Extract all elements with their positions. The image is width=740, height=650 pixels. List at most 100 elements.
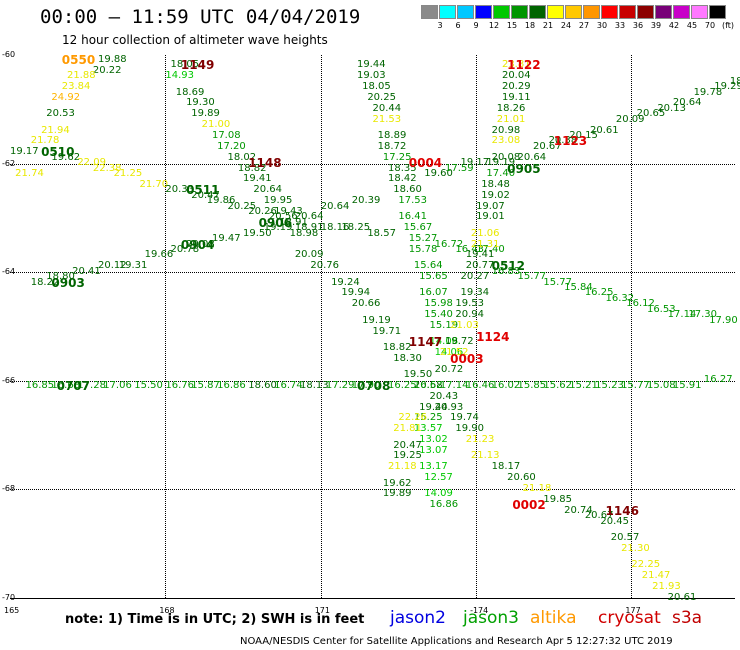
pass-time-label: 0004 bbox=[408, 156, 443, 171]
wave-height-value: 18.16 bbox=[320, 222, 350, 234]
wave-height-value: 15.78 bbox=[408, 244, 438, 256]
color-scale-swatch bbox=[493, 5, 510, 19]
color-scale-label: 33 bbox=[614, 21, 626, 30]
wave-height-value: 20.43 bbox=[429, 390, 459, 402]
wave-height-value: 19.34 bbox=[460, 287, 490, 299]
wave-height-value: 12.57 bbox=[424, 472, 453, 484]
wave-height-value: 16.68 bbox=[51, 379, 81, 391]
wave-height-value: 15.27 bbox=[408, 233, 438, 245]
wave-height-value: 20.67 bbox=[533, 140, 562, 152]
wave-height-value: 20.27 bbox=[460, 271, 490, 283]
wave-height-value: 18.89 bbox=[377, 130, 407, 142]
wave-height-value: 20.08 bbox=[186, 238, 215, 250]
wave-height-value: 19.95 bbox=[263, 195, 293, 207]
wave-height-value: 20.39 bbox=[351, 195, 381, 207]
wave-height-value: 19.01 bbox=[476, 211, 505, 223]
wave-height-value: 20.65 bbox=[636, 108, 666, 120]
wave-height-value: 20.53 bbox=[46, 108, 75, 120]
wave-height-value: 23.81 bbox=[501, 59, 531, 71]
wave-height-value: 21.00 bbox=[201, 119, 231, 131]
wave-height-value: 20.22 bbox=[92, 64, 122, 76]
color-scale-swatch bbox=[529, 5, 546, 19]
color-scale-label: 30 bbox=[596, 21, 608, 30]
color-scale-swatch bbox=[709, 5, 726, 19]
wave-height-value: 18.30 bbox=[393, 352, 422, 364]
wave-height-value: 19.85 bbox=[543, 493, 573, 505]
wave-height-value: 15.62 bbox=[543, 379, 573, 391]
wave-height-value: 14.06 bbox=[434, 347, 464, 359]
wave-height-value: 20.66 bbox=[351, 298, 381, 310]
wave-height-value: 20.61 bbox=[667, 591, 697, 603]
color-scale-label: 36 bbox=[632, 21, 644, 30]
wave-height-value: 20.25 bbox=[227, 200, 257, 212]
color-scale-label: 9 bbox=[473, 21, 479, 30]
wave-height-value: 20.56 bbox=[268, 211, 298, 223]
wave-height-value: 21.06 bbox=[470, 227, 500, 239]
pass-time-label: 1123 bbox=[553, 134, 588, 149]
pass-time-label: 0906 bbox=[258, 215, 292, 230]
wave-height-value: 16.32 bbox=[605, 292, 635, 304]
longitude-label: -174 bbox=[470, 606, 489, 615]
pass-time-label: 0511 bbox=[186, 183, 220, 198]
pass-time-label: 1147 bbox=[408, 335, 443, 350]
wave-height-value: 15.77 bbox=[621, 379, 650, 391]
latitude-label: -66 bbox=[2, 375, 16, 385]
wave-height-value: 22.38 bbox=[92, 162, 122, 174]
wave-height-value: 18.17 bbox=[491, 461, 521, 473]
wave-height-value: 17.30 bbox=[688, 309, 718, 321]
wave-height-value: 20.57 bbox=[610, 531, 640, 543]
wave-height-value: 13.17 bbox=[419, 461, 448, 473]
color-scale-swatch bbox=[475, 5, 492, 19]
wave-height-value: 15.67 bbox=[403, 222, 433, 234]
longitude-gridline bbox=[165, 55, 167, 598]
wave-height-value: 21.23 bbox=[465, 434, 495, 446]
wave-height-value: 19.43 bbox=[274, 206, 303, 218]
wave-height-value: 19.07 bbox=[476, 200, 505, 212]
pass-time-label: 0512 bbox=[491, 259, 525, 274]
wave-height-value: 19.90 bbox=[455, 423, 484, 435]
wave-height-value: 19.62 bbox=[51, 151, 81, 163]
pass-time-label: 0903 bbox=[51, 275, 85, 290]
wave-height-value: 23.84 bbox=[61, 81, 91, 93]
pass-time-label: 1124 bbox=[476, 329, 510, 344]
wave-height-value: 19.89 bbox=[191, 108, 220, 120]
wave-height-value: 19.50 bbox=[403, 368, 433, 380]
satellite-label-cryosat: cryosat bbox=[598, 608, 661, 628]
wave-height-value: 19.02 bbox=[481, 189, 510, 201]
wave-height-value: 20.38 bbox=[548, 135, 578, 147]
wave-height-value: 16.76 bbox=[165, 379, 194, 391]
wave-height-value: 20.64 bbox=[320, 200, 350, 212]
color-scale-label: 3 bbox=[437, 21, 443, 30]
wave-height-value: 20.60 bbox=[507, 472, 536, 484]
wave-height-value: 15.50 bbox=[134, 379, 163, 391]
wave-height-value: 17.06 bbox=[103, 379, 132, 391]
wave-height-value: 18.69 bbox=[175, 86, 205, 98]
wave-height-value: 20.74 bbox=[564, 504, 593, 516]
wave-height-value: 20.64 bbox=[517, 151, 547, 163]
page-title: 00:00 – 11:59 UTC 04/04/2019 bbox=[40, 6, 361, 28]
wave-height-value: 15.19 bbox=[429, 320, 459, 332]
wave-height-value: 18.22 bbox=[30, 276, 60, 288]
pass-time-label: 1148 bbox=[248, 156, 282, 171]
wave-height-value: 19.44 bbox=[356, 59, 386, 71]
color-scale-swatch bbox=[655, 5, 672, 19]
longitude-label: 168 bbox=[159, 606, 175, 615]
wave-height-value: 18.42 bbox=[388, 173, 417, 185]
pass-time-label: 1122 bbox=[507, 58, 541, 73]
wave-height-value: 19.41 bbox=[243, 173, 272, 185]
wave-height-value: 21.01 bbox=[496, 113, 526, 125]
wave-height-value: 16.74 bbox=[274, 379, 303, 391]
wave-height-value: 19.74 bbox=[450, 412, 479, 424]
wave-height-value: 19.86 bbox=[206, 195, 236, 207]
color-scale-label: 42 bbox=[668, 21, 680, 30]
latitude-gridline bbox=[10, 272, 735, 274]
wave-height-value: 18.91 bbox=[294, 222, 324, 234]
wave-height-value: 13.07 bbox=[419, 444, 448, 456]
color-scale-label: 27 bbox=[578, 21, 590, 30]
pass-time-label: 0003 bbox=[450, 351, 484, 366]
color-scale-label: 45 bbox=[686, 21, 698, 30]
pass-time-label: 1146 bbox=[605, 503, 639, 518]
wave-height-value: 19.17 bbox=[10, 146, 39, 158]
color-scale-swatch bbox=[511, 5, 528, 19]
wave-height-value: 17.59 bbox=[445, 162, 474, 174]
